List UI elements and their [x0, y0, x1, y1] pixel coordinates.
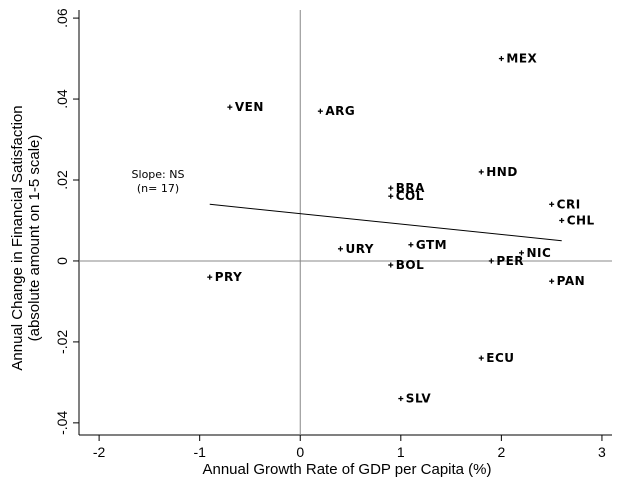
point-label: SLV [406, 392, 432, 406]
data-point-col: COL [388, 189, 424, 203]
y-tick-label: -.04 [54, 411, 70, 435]
data-point-pan: PAN [549, 274, 585, 288]
data-point-bol: BOL [388, 258, 424, 272]
y-tick-label: .06 [54, 8, 70, 28]
data-point-chl: CHL [559, 213, 595, 227]
point-label: ECU [486, 351, 514, 365]
point-label: URY [345, 242, 374, 256]
slope-annotation: Slope: NS [132, 168, 185, 181]
fit-line [209, 203, 562, 242]
data-point-ecu: ECU [478, 351, 514, 365]
y-tick-label: .04 [54, 89, 70, 109]
y-tick-label: .02 [54, 170, 70, 190]
point-label: CRI [557, 197, 581, 211]
point-label: HND [486, 165, 518, 179]
point-label: CHL [567, 213, 595, 227]
point-label: PRY [215, 270, 243, 284]
point-label: ARG [325, 104, 355, 118]
point-label: PAN [557, 274, 586, 288]
data-point-per: PER [488, 254, 524, 268]
data-point-nic: NIC [518, 246, 551, 260]
data-point-bra: BRA [388, 181, 425, 195]
n-annotation: (n= 17) [137, 182, 179, 195]
x-ticks: -2 -1 0 1 2 3 [93, 435, 606, 460]
x-tick-label: -1 [193, 444, 206, 460]
x-tick-label: 1 [397, 444, 405, 460]
x-tick-label: 3 [598, 444, 606, 460]
data-point-hnd: HND [478, 165, 518, 179]
y-ticks: -.04 -.02 0 .02 .04 .06 [54, 8, 79, 435]
point-label: NIC [526, 246, 551, 260]
point-label: BRA [396, 181, 425, 195]
point-label: PER [496, 254, 524, 268]
x-tick-label: 2 [497, 444, 505, 460]
data-point-gtm: GTM [408, 238, 447, 252]
x-tick-label: 0 [296, 444, 304, 460]
y-tick-label: 0 [54, 257, 70, 265]
data-point-ury: URY [337, 242, 374, 256]
point-label: BOL [396, 258, 425, 272]
data-point-slv: SLV [398, 392, 431, 406]
y-tick-label: -.02 [54, 330, 70, 354]
data-point-pry: PRY [207, 270, 242, 284]
data-point-arg: ARG [317, 104, 355, 118]
data-point-mex: MEX [498, 52, 537, 66]
point-label: VEN [235, 100, 264, 114]
data-point-cri: CRI [549, 197, 581, 211]
point-label: MEX [506, 52, 537, 66]
y-axis-title-line2: (absolute amount on 1-5 scale) [26, 135, 43, 342]
point-label: COL [396, 189, 424, 203]
data-point-ven: VEN [227, 100, 264, 114]
y-axis-title-line1: Annual Change in Financial Satisfaction [9, 105, 26, 370]
x-tick-label: -2 [93, 444, 106, 460]
point-label: GTM [416, 238, 447, 252]
x-axis-title: Annual Growth Rate of GDP per Capita (%) [202, 461, 491, 478]
